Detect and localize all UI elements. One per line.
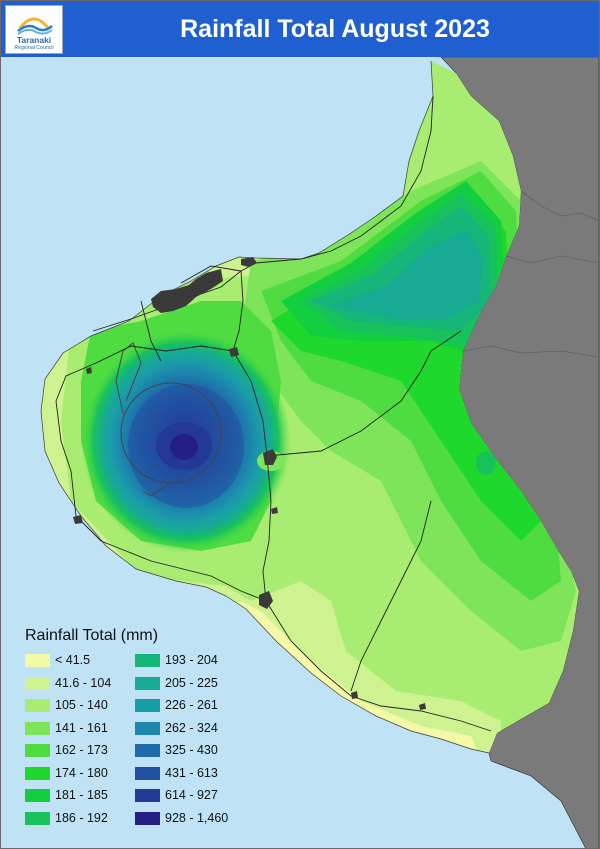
legend-label: 614 - 927 (165, 788, 218, 802)
legend-swatch (25, 676, 50, 690)
legend-swatch (135, 676, 160, 690)
legend-item: 105 - 140 (25, 698, 135, 714)
legend-label: 193 - 204 (165, 653, 218, 667)
stratford-urban (263, 449, 277, 465)
legend-label: 41.6 - 104 (55, 675, 112, 690)
legend-swatch (25, 744, 50, 757)
legend-swatch (135, 721, 160, 735)
inglewood-urban (229, 347, 239, 357)
legend-title: Rainfall Total (mm) (25, 627, 159, 644)
legend-item: < 41.5 (25, 653, 135, 669)
legend-label: 205 - 225 (165, 675, 218, 690)
legend-item: 193 - 204 (135, 653, 245, 669)
legend-label: < 41.5 (55, 653, 91, 667)
legend-swatch (135, 744, 160, 757)
legend-item: 614 - 927 (135, 788, 245, 804)
waverley-urban (419, 703, 426, 710)
legend-item: 226 - 261 (135, 698, 245, 714)
taranaki-regional-council-logo: Taranaki Regional Council (5, 5, 63, 54)
legend-swatch (135, 766, 160, 780)
legend-item: 181 - 185 (25, 788, 135, 804)
legend-label: 174 - 180 (55, 765, 108, 780)
legend-label: 186 - 192 (55, 810, 108, 825)
legend-label: 325 - 430 (165, 743, 218, 757)
logo-waves-icon (17, 17, 53, 35)
legend-label: 226 - 261 (165, 698, 218, 712)
region-boundary (462, 190, 599, 358)
legend-label: 162 - 173 (55, 743, 108, 757)
eltham-urban (271, 507, 278, 514)
legend-item: 186 - 192 (25, 810, 135, 827)
legend-item: 928 - 1,460 (135, 810, 245, 827)
legend-item: 41.6 - 104 (25, 675, 135, 692)
roads (55, 95, 492, 732)
map-title: Rainfall Total August 2023 (180, 15, 490, 43)
legend-label: 262 - 324 (165, 720, 218, 735)
opunake-urban (73, 515, 83, 524)
legend-swatch (25, 654, 50, 667)
legend-swatch (25, 699, 50, 712)
legend-swatch (135, 699, 160, 712)
legend-label: 141 - 161 (55, 720, 108, 735)
legend-item: 205 - 225 (135, 675, 245, 692)
small-town-urban (86, 367, 92, 374)
header-bar: Taranaki Regional Council Rainfall Total… (1, 1, 599, 57)
legend-item: 174 - 180 (25, 765, 135, 782)
logo-subtitle: Regional Council (14, 45, 54, 51)
hawera-urban (259, 591, 273, 609)
legend-item: 141 - 161 (25, 720, 135, 737)
rainfall-map (40, 57, 599, 848)
legend-label: 105 - 140 (55, 698, 108, 712)
legend-swatch (25, 811, 50, 825)
waitara-urban (241, 257, 257, 267)
coastline (40, 60, 490, 754)
legend-label: 928 - 1,460 (165, 810, 229, 825)
legend-swatch (135, 789, 160, 802)
legend-item: 325 - 430 (135, 743, 245, 759)
new-plymouth-urban (151, 269, 223, 313)
legend-item: 262 - 324 (135, 720, 245, 737)
legend-label: 431 - 613 (165, 765, 218, 780)
legend-item: 162 - 173 (25, 743, 135, 759)
legend-swatch (135, 654, 160, 667)
legend-swatch (135, 811, 160, 825)
urban-areas (73, 257, 426, 710)
legend-label: 181 - 185 (55, 788, 108, 802)
legend-item: 431 - 613 (135, 765, 245, 782)
legend-swatch (25, 789, 50, 802)
logo-name: Taranaki (16, 35, 52, 45)
legend-swatch (25, 721, 50, 735)
patea-urban (351, 691, 358, 699)
legend: Rainfall Total (mm) < 41.5 41.6 - 104 105 … (25, 627, 265, 837)
legend-swatch (25, 766, 50, 780)
